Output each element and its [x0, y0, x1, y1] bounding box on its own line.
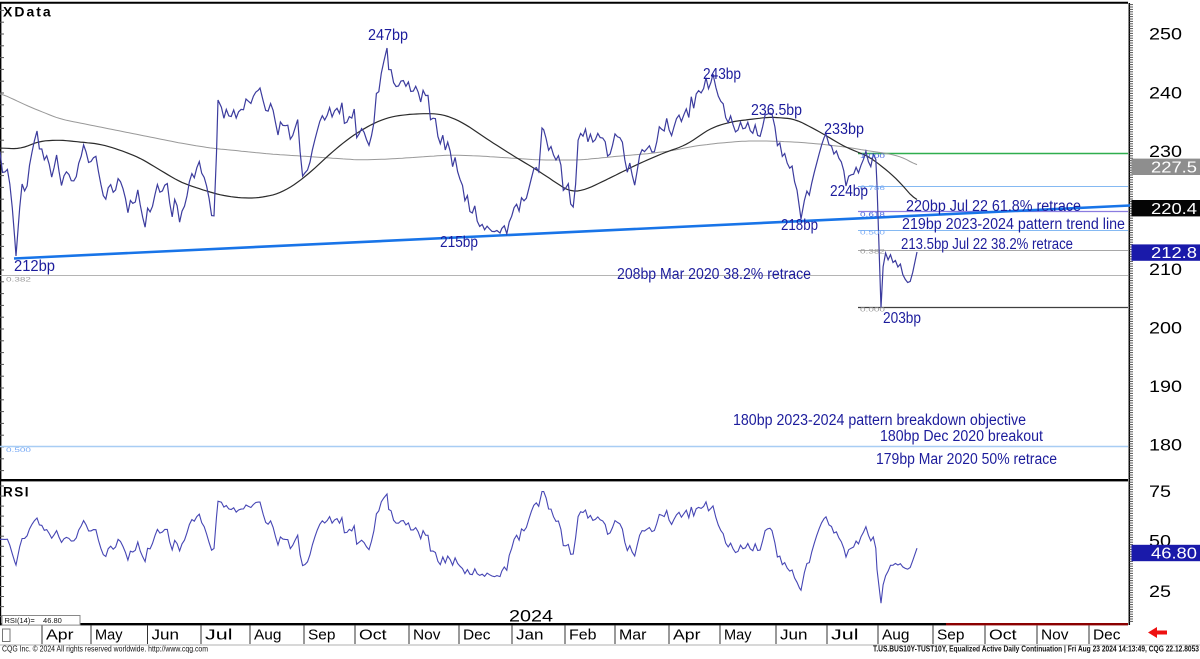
svg-text:Dec: Dec: [463, 627, 491, 644]
svg-text:Apr: Apr: [673, 627, 701, 644]
svg-text:215bp: 215bp: [440, 234, 478, 251]
svg-text:Feb: Feb: [569, 627, 597, 644]
svg-text:Nov: Nov: [413, 627, 441, 644]
svg-text:25: 25: [1149, 582, 1171, 601]
svg-text:Sep: Sep: [937, 627, 965, 644]
svg-text:220.4: 220.4: [1151, 201, 1197, 218]
svg-text:1.000: 1.000: [860, 153, 886, 160]
svg-text:210: 210: [1149, 260, 1182, 279]
svg-text:Sep: Sep: [308, 627, 336, 644]
svg-text:Jul: Jul: [831, 627, 859, 644]
svg-text:T.US.BUS10Y-TUST10Y, Equalized: T.US.BUS10Y-TUST10Y, Equalized Active Da…: [873, 644, 1199, 654]
svg-text:XData: XData: [3, 4, 53, 20]
svg-text:218bp: 218bp: [781, 217, 818, 234]
svg-text:250: 250: [1149, 25, 1182, 44]
svg-text:0.382: 0.382: [860, 249, 886, 256]
svg-text:75: 75: [1149, 482, 1171, 501]
svg-text:212bp: 212bp: [14, 258, 55, 275]
svg-text:224bp: 224bp: [830, 183, 868, 200]
svg-text:203bp: 203bp: [883, 310, 921, 327]
svg-text:190: 190: [1149, 377, 1182, 396]
svg-text:Apr: Apr: [46, 627, 74, 644]
svg-text:219bp 2023-2024 pattern trend: 219bp 2023-2024 pattern trend line: [902, 216, 1125, 233]
svg-text:Jul: Jul: [205, 627, 233, 644]
svg-text:Dec: Dec: [1093, 627, 1121, 644]
svg-text:Nov: Nov: [1041, 627, 1069, 644]
svg-text:230: 230: [1149, 142, 1182, 161]
svg-text:227.5: 227.5: [1151, 159, 1197, 176]
svg-text:0.500: 0.500: [6, 447, 32, 454]
svg-text:0.000: 0.000: [860, 307, 886, 314]
svg-text:Jun: Jun: [152, 627, 180, 644]
svg-text:RSI: RSI: [3, 485, 30, 500]
svg-text:May: May: [724, 627, 752, 644]
svg-text:2024: 2024: [509, 608, 553, 626]
svg-text:179bp Mar 2020 50% retrace: 179bp Mar 2020 50% retrace: [876, 451, 1057, 468]
svg-text:Jun: Jun: [780, 627, 808, 644]
svg-text:180bp Dec 2020 breakout: 180bp Dec 2020 breakout: [880, 428, 1044, 445]
svg-text:Oct: Oct: [989, 627, 1017, 644]
svg-text:236.5bp: 236.5bp: [751, 102, 802, 119]
svg-text:243bp: 243bp: [703, 66, 741, 83]
svg-text:Aug: Aug: [882, 627, 910, 644]
svg-text:46.80: 46.80: [1151, 546, 1197, 563]
svg-text:Mar: Mar: [619, 627, 647, 644]
svg-text:208bp Mar 2020 38.2% retrace: 208bp Mar 2020 38.2% retrace: [617, 266, 811, 283]
svg-text:233bp: 233bp: [824, 121, 864, 138]
svg-text:Aug: Aug: [254, 627, 282, 644]
svg-text:247bp: 247bp: [368, 27, 408, 44]
svg-text:200: 200: [1149, 319, 1182, 338]
svg-text:RSI(14)= 46.80: RSI(14)= 46.80: [5, 616, 62, 625]
svg-text:0.500: 0.500: [860, 230, 886, 237]
svg-text:212.8: 212.8: [1151, 245, 1197, 262]
svg-text:0.382: 0.382: [6, 277, 32, 284]
svg-text:180: 180: [1149, 436, 1182, 455]
svg-text:CQG Inc. © 2024 All rights res: CQG Inc. © 2024 All rights reserved worl…: [2, 645, 208, 654]
svg-text:0.618: 0.618: [860, 212, 886, 219]
svg-text:240: 240: [1149, 84, 1182, 103]
svg-text:Oct: Oct: [359, 627, 387, 644]
svg-text:180bp 2023-2024 pattern breakd: 180bp 2023-2024 pattern breakdown object…: [733, 412, 1026, 429]
svg-text:213.5bp Jul 22 38.2% retrace: 213.5bp Jul 22 38.2% retrace: [901, 236, 1073, 253]
svg-text:Jan: Jan: [516, 627, 544, 644]
svg-text:220bp Jul 22 61.8% retrace: 220bp Jul 22 61.8% retrace: [906, 198, 1081, 215]
svg-text:May: May: [95, 627, 123, 644]
